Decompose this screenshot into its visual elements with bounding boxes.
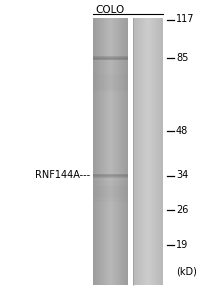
Bar <box>144 18 145 285</box>
Text: (kD): (kD) <box>176 266 197 277</box>
Bar <box>153 18 154 285</box>
Bar <box>154 18 155 285</box>
Bar <box>96 18 97 285</box>
Bar <box>93 74 128 90</box>
Bar <box>126 18 127 285</box>
Bar <box>150 18 151 285</box>
Bar <box>151 18 152 285</box>
Bar <box>99 18 100 285</box>
Bar <box>112 18 113 285</box>
Text: 34: 34 <box>176 170 188 181</box>
Bar <box>101 18 102 285</box>
Bar <box>157 18 158 285</box>
Bar <box>142 18 143 285</box>
Bar <box>127 18 128 285</box>
Bar <box>160 18 161 285</box>
Bar <box>110 18 111 285</box>
Bar <box>148 18 149 285</box>
Bar <box>121 18 122 285</box>
Bar <box>100 18 101 285</box>
Bar <box>95 18 96 285</box>
Bar <box>106 18 107 285</box>
Bar <box>140 18 141 285</box>
Text: COLO: COLO <box>96 5 125 15</box>
Bar <box>136 18 137 285</box>
Bar <box>162 18 163 285</box>
Bar <box>108 18 109 285</box>
Bar <box>120 18 121 285</box>
Bar <box>141 18 142 285</box>
Bar <box>104 18 105 285</box>
Bar <box>143 18 144 285</box>
Bar <box>152 18 153 285</box>
Bar <box>134 18 135 285</box>
Text: RNF144A---: RNF144A--- <box>35 170 90 181</box>
Bar <box>146 18 147 285</box>
Bar <box>156 18 157 285</box>
Bar <box>133 18 134 285</box>
Text: 19: 19 <box>176 239 188 250</box>
Text: 117: 117 <box>176 14 195 25</box>
Bar <box>93 60 128 76</box>
Bar <box>125 18 126 285</box>
Bar <box>118 18 119 285</box>
Bar <box>122 18 123 285</box>
Bar <box>109 18 110 285</box>
Bar <box>159 18 160 285</box>
Bar <box>103 18 104 285</box>
Bar <box>139 18 140 285</box>
Bar <box>94 18 95 285</box>
Bar <box>135 18 136 285</box>
Bar <box>117 18 118 285</box>
Bar <box>111 18 112 285</box>
Bar <box>158 18 159 285</box>
Bar <box>93 76 128 92</box>
Bar <box>105 18 106 285</box>
Bar <box>137 18 138 285</box>
Bar <box>147 18 148 285</box>
Bar <box>115 18 116 285</box>
Text: 26: 26 <box>176 205 188 215</box>
Bar <box>145 18 146 285</box>
Bar <box>93 181 128 197</box>
Bar <box>123 18 124 285</box>
Text: 85: 85 <box>176 53 188 64</box>
Bar <box>155 18 156 285</box>
Bar <box>102 18 103 285</box>
Bar <box>107 18 108 285</box>
Bar <box>119 18 120 285</box>
Bar <box>98 18 99 285</box>
Bar <box>93 18 94 285</box>
Bar <box>93 187 128 202</box>
Bar <box>161 18 162 285</box>
Bar <box>113 18 114 285</box>
Bar <box>114 18 115 285</box>
Bar <box>138 18 139 285</box>
Bar <box>124 18 125 285</box>
Bar <box>97 18 98 285</box>
Text: 48: 48 <box>176 125 188 136</box>
Bar <box>116 18 117 285</box>
Bar <box>149 18 150 285</box>
